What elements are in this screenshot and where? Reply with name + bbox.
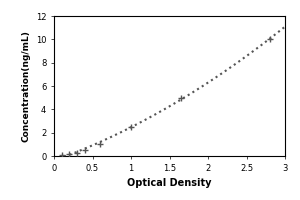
Y-axis label: Concentration(ng/mL): Concentration(ng/mL): [21, 30, 30, 142]
X-axis label: Optical Density: Optical Density: [127, 178, 212, 188]
